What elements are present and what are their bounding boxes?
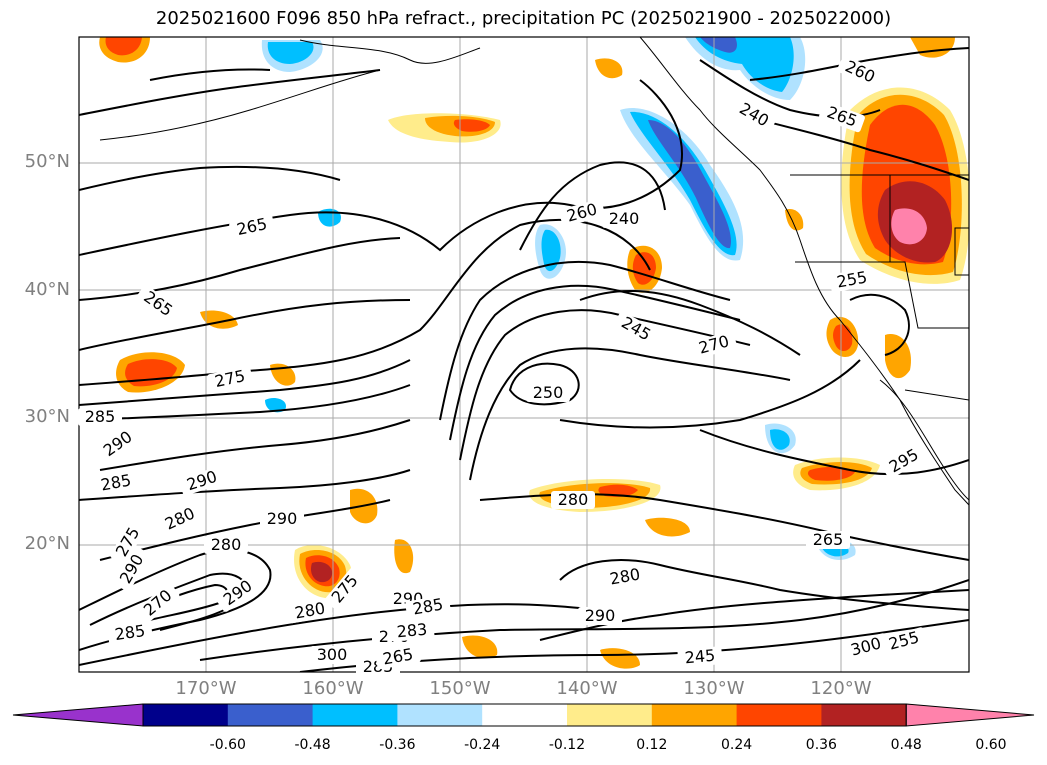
precip-negative-top2-core — [267, 42, 314, 64]
colorbar-segment — [397, 704, 483, 726]
colorbar-border — [142, 703, 907, 727]
coastlines — [99, 37, 969, 506]
contour-label: 290 — [578, 607, 622, 625]
colorbar-tick-label: 0.12 — [636, 737, 668, 753]
precip-positive-baja — [885, 334, 911, 379]
lon-label-170w: 170°W — [175, 678, 237, 699]
colorbar-segment — [227, 704, 314, 726]
lon-label-140w: 140°W — [556, 678, 618, 699]
precip-positive-hawaii-sw-dark — [310, 561, 333, 583]
colorbar-segment — [312, 704, 398, 726]
contour-label: 285 — [78, 408, 122, 426]
precip-negative-small2 — [265, 398, 286, 413]
colorbar-tick-label: 0.60 — [975, 737, 1007, 753]
lat-label-40n: 40°N — [24, 279, 70, 300]
contour-label: 300 — [310, 646, 354, 664]
colorbar-tick-label: 0.24 — [721, 737, 753, 753]
lon-label-120w: 120°W — [810, 678, 872, 699]
colorbar-segment — [736, 704, 822, 726]
colorbar-segment — [567, 704, 653, 726]
contour-label: 280 — [551, 491, 595, 509]
colorbar-tick-label: 0.36 — [805, 737, 837, 753]
precip-shading — [99, 37, 969, 669]
colorbar-segment — [821, 704, 907, 726]
colorbar-tick-label: 0.48 — [890, 737, 922, 753]
lat-label-30n: 30°N — [24, 406, 70, 427]
contour-label: 250 — [526, 384, 570, 402]
precip-negative-top1-inner — [700, 37, 737, 53]
contour-label: 283 — [389, 620, 435, 642]
precip-negative-small3-core — [770, 429, 790, 450]
lat-label-50n: 50°N — [24, 151, 70, 172]
precip-positive-top-left-red — [105, 37, 142, 56]
precip-negative-core2 — [648, 120, 731, 249]
colorbar-tick-label: -0.36 — [379, 737, 416, 753]
precip-positive-misc9 — [462, 635, 498, 659]
colorbar — [12, 703, 1035, 727]
contour-label: 245 — [677, 646, 723, 668]
precip-positive-misc3 — [600, 648, 640, 669]
colorbar-extend-high — [905, 703, 1035, 727]
contour-label: 265 — [806, 531, 850, 549]
precip-positive-misc7 — [394, 539, 414, 574]
refractivity-contours — [79, 47, 969, 672]
colorbar-tick-label: -0.24 — [464, 737, 501, 753]
precip-positive-sw-us-red — [833, 324, 853, 352]
colorbar-extend-low — [12, 703, 144, 727]
lon-label-130w: 130°W — [683, 678, 745, 699]
precip-positive-gulf-red — [453, 119, 490, 132]
map-frame — [78, 36, 970, 673]
lon-label-150w: 150°W — [429, 678, 491, 699]
colorbar-segment — [651, 704, 738, 726]
lat-label-20n: 20°N — [24, 533, 70, 554]
lon-label-160w: 160°W — [302, 678, 364, 699]
colorbar-segment — [143, 704, 229, 726]
contour-label: 280 — [204, 536, 248, 554]
precip-positive-misc6 — [645, 517, 690, 537]
colorbar-tick-label: -0.60 — [209, 737, 246, 753]
contour-label: 290 — [260, 510, 304, 528]
precip-positive-east-pac-red — [807, 466, 855, 481]
map-title: 2025021600 F096 850 hPa refract., precip… — [155, 8, 892, 29]
colorbar-segment — [482, 704, 568, 726]
colorbar-tick-label: -0.12 — [548, 737, 586, 753]
contour-label: 240 — [602, 210, 646, 228]
colorbar-tick-label: -0.48 — [294, 737, 331, 753]
precip-positive-nw-coast-pink — [891, 208, 927, 245]
precip-positive-misc5 — [595, 58, 623, 79]
precip-negative-mid1-core — [541, 229, 561, 272]
